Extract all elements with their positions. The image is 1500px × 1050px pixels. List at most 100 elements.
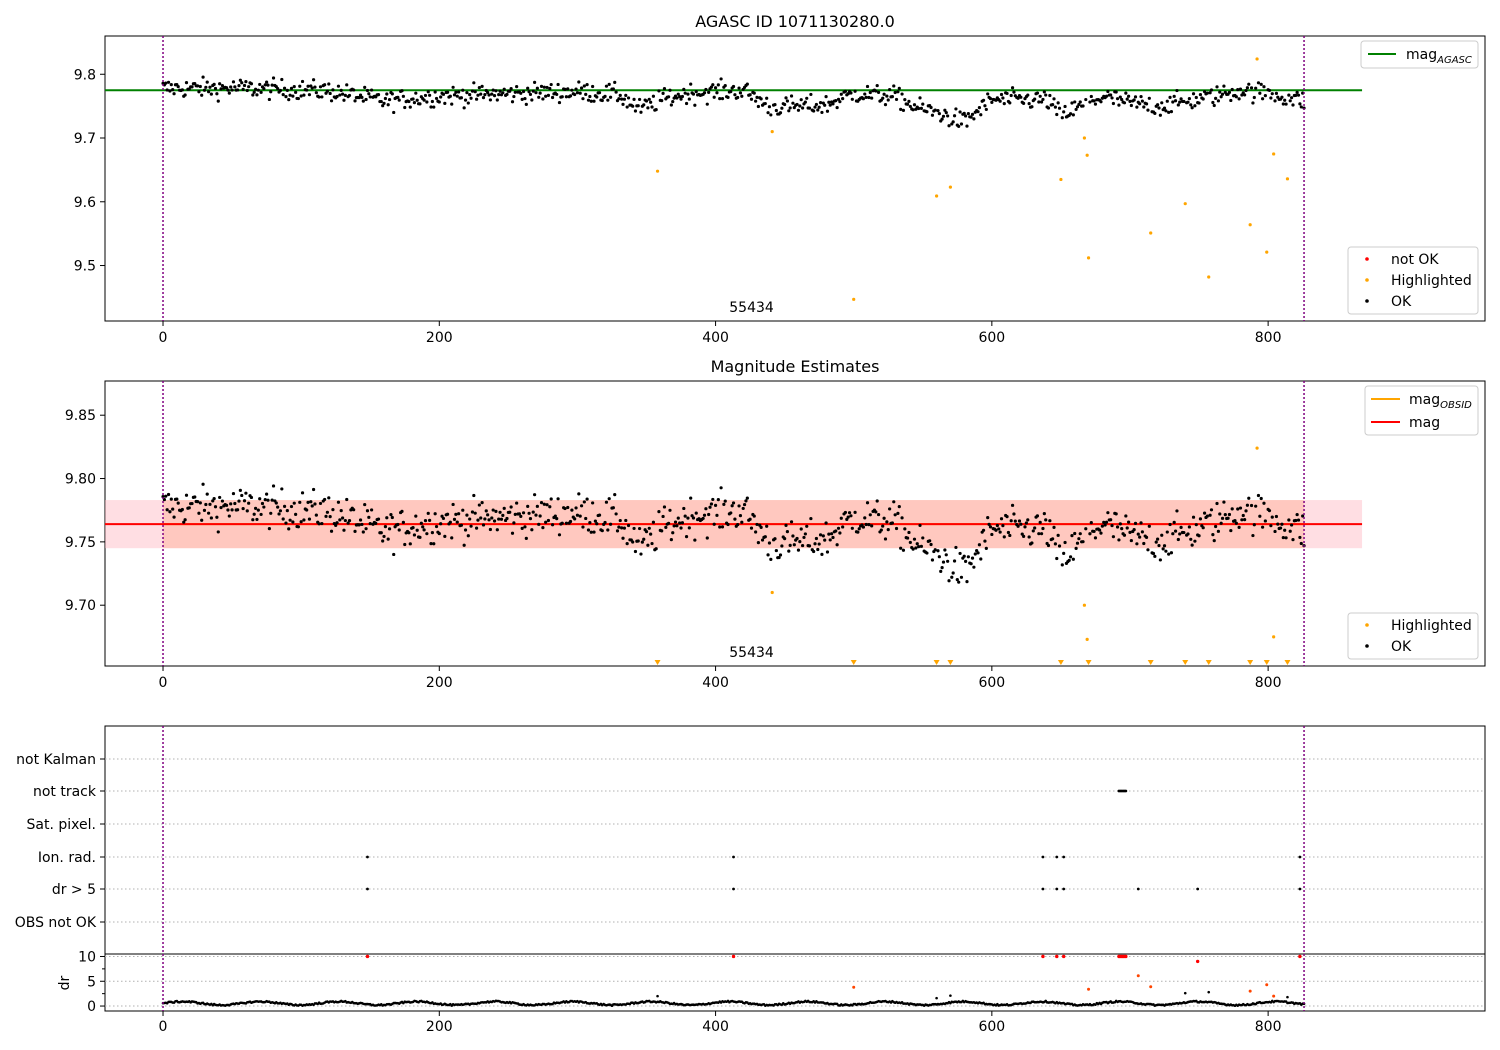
ok-point <box>1128 99 1132 103</box>
ok-point <box>1138 535 1142 539</box>
ok-point <box>896 90 900 94</box>
ok-point <box>573 517 577 521</box>
panel1-obsid-annotation: 55434 <box>729 300 774 316</box>
ok-point <box>1205 91 1209 95</box>
ok-point <box>1026 518 1030 522</box>
ok-point <box>443 534 447 538</box>
ok-point <box>1146 108 1150 112</box>
ok-point <box>498 510 502 514</box>
ok-point <box>533 493 537 497</box>
ok-point <box>457 512 461 516</box>
ok-point <box>1169 551 1174 555</box>
ok-point <box>276 87 280 91</box>
ok-point <box>589 530 593 534</box>
ok-point <box>510 531 515 535</box>
ok-point <box>755 95 759 99</box>
ok-point <box>1118 95 1122 99</box>
ok-point <box>513 512 517 516</box>
ok-point <box>477 503 481 507</box>
ok-point <box>914 546 918 550</box>
ok-point <box>553 514 557 518</box>
flag-point <box>1136 887 1140 891</box>
ok-point <box>479 516 483 520</box>
ok-point <box>190 85 194 89</box>
flag-point <box>1055 887 1059 891</box>
ok-point <box>575 513 580 517</box>
ok-point <box>644 99 649 103</box>
ok-point <box>411 97 415 101</box>
ok-point <box>1089 94 1093 99</box>
ok-point <box>1175 509 1179 513</box>
ok-point <box>740 94 744 98</box>
ok-point <box>397 528 401 532</box>
ok-point <box>495 528 499 532</box>
ok-point <box>1193 104 1197 108</box>
ok-point <box>900 92 904 96</box>
ok-point <box>620 97 624 101</box>
ok-point <box>654 108 658 112</box>
ok-point <box>667 95 671 99</box>
ok-point <box>740 520 744 524</box>
ok-point <box>1092 99 1096 103</box>
ok-point <box>647 97 651 101</box>
ok-point <box>180 507 184 512</box>
ok-point <box>1208 91 1212 95</box>
ok-point <box>589 99 593 103</box>
ok-point <box>1046 543 1051 548</box>
ok-point <box>636 104 640 108</box>
ok-point <box>1122 101 1127 105</box>
ok-point <box>1230 87 1234 92</box>
ok-point <box>537 522 541 526</box>
ok-point <box>1218 90 1222 94</box>
ok-point <box>788 543 792 548</box>
ok-point <box>468 93 472 97</box>
ok-point <box>1215 85 1219 89</box>
ok-point <box>306 500 310 504</box>
ok-point <box>1151 551 1156 556</box>
ok-point <box>915 542 919 546</box>
ok-point <box>244 491 248 495</box>
ok-point <box>1182 530 1186 535</box>
ok-point <box>1128 530 1132 535</box>
ok-point <box>622 526 626 530</box>
ok-point <box>1038 520 1042 524</box>
ok-point <box>469 524 473 528</box>
ok-point <box>317 522 321 526</box>
ok-point <box>836 526 841 530</box>
ok-point <box>200 93 204 97</box>
ok-point <box>166 80 171 84</box>
ok-point <box>1220 516 1225 520</box>
ok-point <box>1156 103 1160 107</box>
ok-point <box>1179 525 1183 529</box>
ok-point <box>1283 528 1287 532</box>
ok-point <box>1244 509 1248 513</box>
ok-point <box>621 102 625 106</box>
ok-point <box>1115 525 1120 529</box>
ok-point <box>392 552 396 557</box>
ok-point <box>823 103 827 107</box>
ok-point <box>1233 519 1237 523</box>
below-range-marker <box>850 660 857 665</box>
ok-point <box>1267 88 1272 93</box>
ok-point <box>425 100 429 104</box>
panel2-y-tick-label: 9.70 <box>65 598 96 614</box>
panel1-x-tick-label: 800 <box>1255 330 1282 346</box>
ok-point <box>593 519 597 523</box>
ok-point <box>325 510 330 514</box>
ok-point <box>292 85 296 89</box>
highlighted-point <box>1183 202 1187 206</box>
ok-point <box>738 513 743 518</box>
ok-point <box>1229 98 1233 103</box>
ok-point <box>323 497 327 502</box>
ok-point <box>396 95 400 100</box>
highlighted-point <box>1085 153 1089 157</box>
ok-point <box>1037 100 1041 104</box>
ok-point <box>1002 535 1006 539</box>
ok-point <box>1263 94 1267 98</box>
ok-point <box>448 520 452 524</box>
ok-point <box>367 515 371 519</box>
ok-point <box>1197 534 1201 538</box>
ok-point <box>335 521 339 525</box>
ok-point <box>881 524 885 528</box>
ok-point <box>805 96 809 100</box>
